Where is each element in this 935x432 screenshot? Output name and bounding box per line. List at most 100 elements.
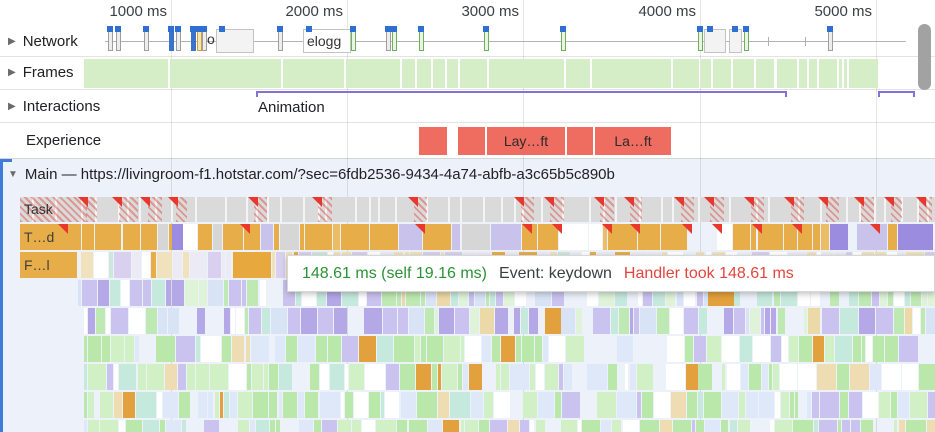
flame-event[interactable] — [793, 420, 813, 432]
track-header-experience[interactable]: Experience — [26, 132, 101, 149]
flame-event[interactable] — [233, 252, 271, 278]
flame-event[interactable] — [777, 308, 785, 334]
flame-event[interactable] — [529, 308, 539, 334]
flame-event[interactable] — [840, 308, 858, 334]
flame-event[interactable] — [850, 364, 869, 390]
flame-event[interactable] — [578, 420, 582, 432]
flame-event[interactable] — [803, 308, 808, 334]
flame-event[interactable] — [724, 308, 734, 334]
flame-event[interactable] — [140, 224, 158, 250]
flame-event[interactable] — [228, 364, 246, 390]
flame-event[interactable] — [214, 392, 219, 418]
flame-event[interactable] — [114, 392, 123, 418]
flame-event[interactable] — [490, 280, 495, 306]
flame-event[interactable] — [100, 420, 119, 432]
flame-event[interactable] — [862, 392, 878, 418]
flame-event[interactable] — [128, 308, 145, 334]
flame-event[interactable] — [782, 336, 788, 362]
network-request[interactable] — [392, 29, 397, 51]
flame-event[interactable] — [208, 280, 224, 306]
flame-event[interactable] — [365, 364, 386, 390]
flame-event[interactable] — [535, 420, 545, 432]
long-task-overlay[interactable] — [681, 197, 694, 222]
flame-event[interactable] — [238, 420, 249, 432]
flame-event[interactable] — [510, 364, 530, 390]
flame-event[interactable] — [926, 420, 935, 432]
flame-event[interactable] — [113, 252, 131, 278]
flame-event[interactable] — [654, 392, 670, 418]
flame-event[interactable] — [428, 420, 442, 432]
flame-event[interactable] — [835, 336, 852, 362]
flame-event[interactable] — [298, 336, 315, 362]
flame-event[interactable] — [523, 392, 537, 418]
flame-event[interactable] — [275, 420, 281, 432]
flame-event[interactable] — [190, 252, 208, 278]
flame-event[interactable] — [616, 392, 637, 418]
flame-event[interactable] — [299, 224, 304, 250]
flame-event[interactable] — [898, 420, 906, 432]
flame-event[interactable] — [797, 364, 816, 390]
flame-event[interactable] — [381, 392, 385, 418]
flame-event[interactable] — [408, 308, 424, 334]
flame-event[interactable] — [670, 392, 687, 418]
flame-event[interactable] — [113, 364, 119, 390]
flame-event[interactable] — [197, 224, 212, 250]
flame-event[interactable] — [696, 420, 704, 432]
flame-event[interactable] — [739, 336, 753, 362]
flame-event[interactable] — [780, 364, 797, 390]
flame-event[interactable] — [424, 308, 434, 334]
flame-event[interactable] — [637, 392, 641, 418]
flame-event[interactable] — [400, 364, 415, 390]
flame-event[interactable] — [898, 224, 933, 250]
frame-block[interactable] — [346, 59, 400, 88]
flame-event[interactable] — [603, 224, 608, 250]
flame-event[interactable] — [862, 336, 866, 362]
flame-event[interactable] — [242, 280, 246, 306]
flame-event[interactable] — [770, 308, 777, 334]
frame-block[interactable] — [84, 59, 168, 88]
flame-event[interactable] — [739, 392, 745, 418]
flame-event[interactable] — [469, 280, 475, 306]
flame-event[interactable] — [224, 280, 228, 306]
flame-event[interactable] — [415, 364, 431, 390]
flame-event[interactable] — [261, 224, 274, 250]
flame-event[interactable] — [617, 336, 633, 362]
flame-event[interactable] — [334, 308, 347, 334]
flame-event[interactable] — [269, 420, 275, 432]
flame-event[interactable] — [84, 336, 87, 362]
long-task-overlay[interactable] — [86, 197, 97, 222]
flame-event[interactable] — [560, 420, 578, 432]
flame-event[interactable] — [252, 364, 263, 390]
flame-event[interactable] — [625, 364, 629, 390]
network-request[interactable] — [729, 29, 742, 53]
flame-event[interactable] — [208, 252, 221, 278]
flame-event[interactable] — [123, 392, 136, 418]
flame-row-label-task[interactable]: Task — [24, 201, 53, 217]
flame-event[interactable] — [672, 420, 691, 432]
flame-event[interactable] — [340, 224, 370, 250]
interaction-bracket[interactable] — [256, 91, 787, 97]
flame-event[interactable] — [385, 392, 400, 418]
flame-event[interactable] — [408, 420, 428, 432]
flame-event[interactable] — [643, 280, 653, 306]
flame-event[interactable] — [492, 336, 500, 362]
flame-event[interactable] — [163, 392, 178, 418]
flame-event[interactable] — [278, 364, 292, 390]
flame-event[interactable] — [770, 420, 775, 432]
flame-event[interactable] — [926, 308, 935, 334]
flame-event[interactable] — [342, 336, 359, 362]
flame-event[interactable] — [641, 392, 654, 418]
flame-event[interactable] — [250, 420, 255, 432]
flame-event[interactable] — [600, 420, 611, 432]
flame-event[interactable] — [329, 364, 345, 390]
flame-event[interactable] — [319, 392, 340, 418]
flame-event[interactable] — [84, 420, 87, 432]
flame-event[interactable] — [297, 392, 304, 418]
flame-event[interactable] — [382, 308, 397, 334]
flame-event[interactable] — [871, 280, 879, 306]
flame-event[interactable] — [872, 336, 884, 362]
frame-block[interactable] — [170, 59, 281, 88]
flame-event[interactable] — [807, 392, 812, 418]
disclosure-triangle-icon[interactable]: ▶ — [8, 66, 16, 78]
frame-block[interactable] — [433, 59, 445, 88]
